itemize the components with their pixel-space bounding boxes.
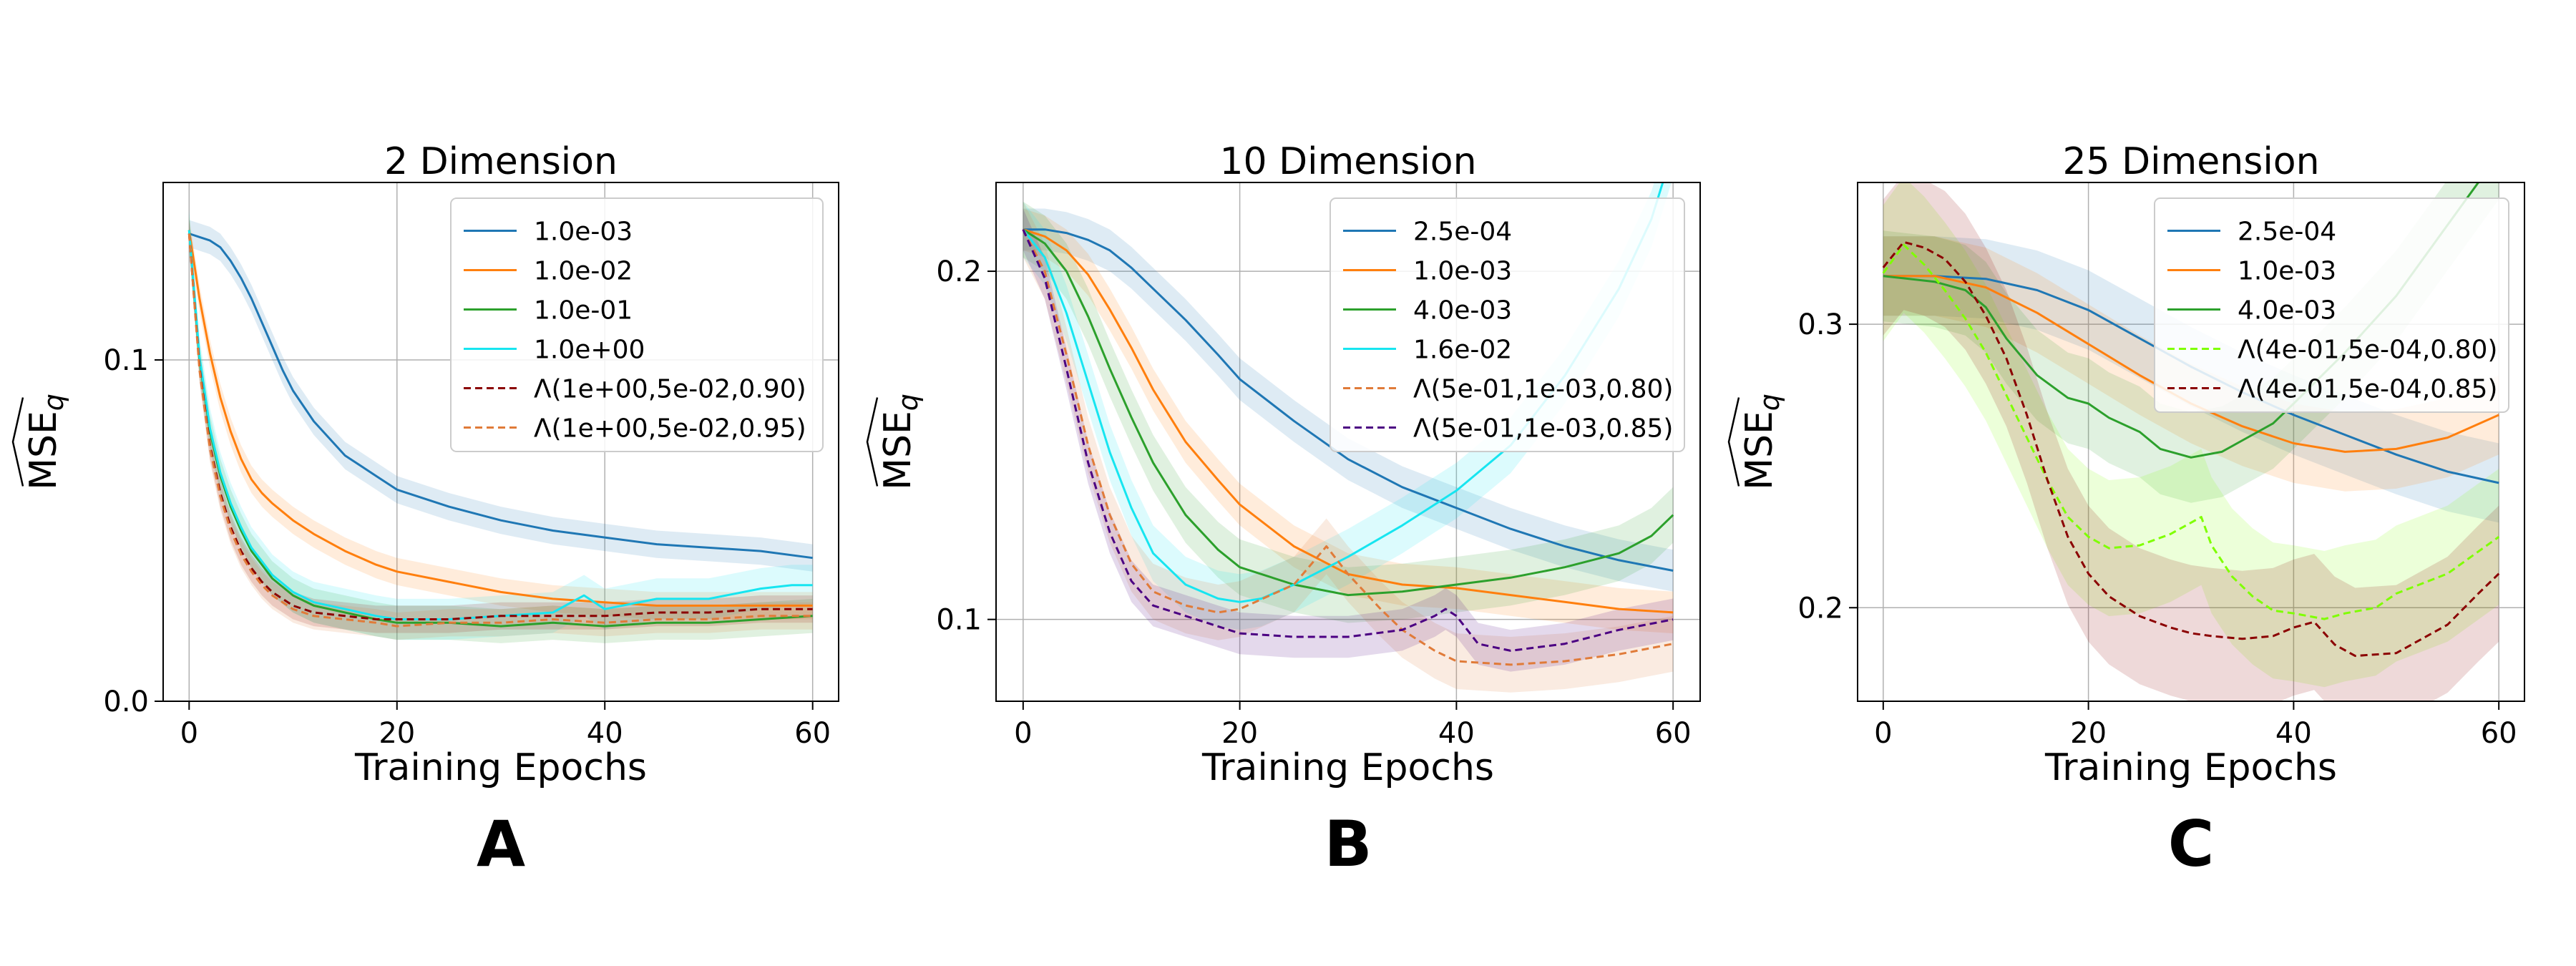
panel-b-xtick-label: 0 xyxy=(1014,717,1032,750)
panel-b-legend-label: 2.5e-04 xyxy=(1413,218,1512,247)
panel-c-title: 25 Dimension xyxy=(2062,140,2319,183)
panel-c-ylabel-sub: q xyxy=(1754,394,1785,411)
panel-a-legend-label: 1.0e-03 xyxy=(534,218,633,247)
panel-b-band-2 xyxy=(1023,201,1674,623)
panel-a-legend-label: Λ(1e+00,5e-02,0.95) xyxy=(534,414,806,444)
panel-a-legend: 1.0e-03 1.0e-02 1.0e-01 1.0e+00 Λ(1e+00,5e-0… xyxy=(450,197,824,452)
panel-b-frame xyxy=(995,182,1701,702)
panel-b-ylabel-sub: q xyxy=(892,394,924,411)
panel-a-xtick-label: 20 xyxy=(379,717,415,750)
panel-a-letter: A xyxy=(477,807,525,881)
panel-c-legend-box xyxy=(2154,197,2509,413)
svg-text:MSEq: MSEq xyxy=(877,394,924,490)
panel-a-band-3 xyxy=(189,210,813,640)
panel-c: 0 20 40 60 0.2 0.3 25 Dimension Training Epoc… xyxy=(1727,140,2525,881)
panel-c-legend-label: 2.5e-04 xyxy=(2238,218,2336,247)
panel-b-legend: 2.5e-04 1.0e-03 4.0e-03 1.6e-02 Λ(5e-01,1e-0… xyxy=(1330,197,1685,452)
panel-a-frame xyxy=(162,182,839,702)
panel-c-xtick-label: 20 xyxy=(2070,717,2107,750)
panel-c-band-1 xyxy=(1883,236,2499,492)
panel-a-legend-box xyxy=(450,197,824,452)
panel-c-ytick-label: 0.2 xyxy=(1797,592,1843,625)
panel-a-xlabel: Training Epochs xyxy=(354,746,647,789)
panel-b-ylabel-main: MSE xyxy=(877,411,919,490)
panel-c-xtick-label: 60 xyxy=(2481,717,2517,750)
panel-c-letter: C xyxy=(2168,807,2215,881)
panel-b-letter: B xyxy=(1324,807,1372,881)
panel-b-ytick-label: 0.2 xyxy=(936,255,982,288)
panel-b-ytick-label: 0.1 xyxy=(936,604,982,637)
panel-a-series-line-5 xyxy=(187,233,813,628)
panel-b-legend-label: 4.0e-03 xyxy=(1413,296,1512,326)
panel-a-series-line-0 xyxy=(188,233,813,560)
panel-a-series-line-2 xyxy=(187,230,813,628)
panel-c-legend-label: Λ(4e-01,5e-04,0.85) xyxy=(2238,375,2497,404)
panel-c-series-line-4 xyxy=(1882,240,2500,658)
panel-a-series-line-3 xyxy=(187,230,813,620)
panel-b-xtick-label: 20 xyxy=(1221,717,1258,750)
panel-b-band-1 xyxy=(1023,208,1674,634)
panel-b-legend-label: Λ(5e-01,1e-03,0.85) xyxy=(1413,414,1673,444)
panel-c-legend-label: 4.0e-03 xyxy=(2238,296,2336,326)
panel-b-legend-label: 1.0e-03 xyxy=(1413,257,1512,286)
panel-a-legend-label: 1.0e-01 xyxy=(534,296,633,326)
panel-c-legend-label: 1.0e-03 xyxy=(2238,257,2336,286)
panel-c-series-line-3 xyxy=(1882,243,2500,620)
panel-b-ylabel: MSEq xyxy=(866,394,924,490)
panel-c-ylabel-main: MSE xyxy=(1738,411,1781,490)
panel-c-legend: 2.5e-04 1.0e-03 4.0e-03 Λ(4e-01,5e-04,0.80)… xyxy=(2154,197,2509,413)
panel-c-ticks: 0 20 40 60 0.2 0.3 xyxy=(1797,308,2517,750)
panel-c-xtick-label: 0 xyxy=(1874,717,1892,750)
panel-a-ylabel-main: MSE xyxy=(22,411,65,490)
panel-a-ylabel: MSEq xyxy=(11,394,69,490)
panel-a: 0 20 40 60 0.0 0.1 2 Dimension Training Epoch… xyxy=(11,140,839,881)
panel-b-title: 10 Dimension xyxy=(1219,140,1476,183)
panel-b-legend-label: 1.6e-02 xyxy=(1413,336,1512,365)
panel-b-band-5 xyxy=(1023,208,1674,672)
panel-a-ytick-label: 0.1 xyxy=(103,344,149,377)
panel-a-ticks: 0 20 40 60 0.0 0.1 xyxy=(103,344,831,750)
panel-b-series-line-1 xyxy=(1023,228,1674,614)
panel-a-ylabel-sub: q xyxy=(38,394,69,411)
panel-b-legend-label: Λ(5e-01,1e-03,0.80) xyxy=(1413,375,1673,404)
panel-c-ytick-label: 0.3 xyxy=(1797,308,1843,341)
panel-c-band-4 xyxy=(1883,182,2499,701)
panel-a-legend-label: 1.0e-02 xyxy=(534,257,633,286)
panel-b-xtick-label: 60 xyxy=(1655,717,1692,750)
panel-a-title: 2 Dimension xyxy=(384,140,618,183)
panel-c-frame xyxy=(1857,182,2525,702)
svg-text:MSEq: MSEq xyxy=(1738,394,1785,490)
panel-b-series-line-2 xyxy=(1022,228,1674,597)
panel-a-legend-label: Λ(1e+00,5e-02,0.90) xyxy=(534,375,806,404)
panel-b-series-line-5 xyxy=(1022,229,1674,652)
panel-a-lines xyxy=(187,230,813,628)
panel-b-series-line-0 xyxy=(1023,228,1674,572)
panel-c-xlabel: Training Epochs xyxy=(2044,746,2337,789)
panel-c-ylabel: MSEq xyxy=(1727,394,1785,490)
panel-a-xtick-label: 60 xyxy=(794,717,831,750)
panel-a-legend-label: 1.0e+00 xyxy=(534,336,645,365)
panel-a-xtick-label: 0 xyxy=(180,717,198,750)
panel-b-xtick-label: 40 xyxy=(1438,717,1475,750)
panel-c-band-3 xyxy=(1883,182,2499,688)
svg-text:MSEq: MSEq xyxy=(22,394,69,490)
panel-a-bands xyxy=(189,210,813,643)
panel-b-legend-box xyxy=(1330,197,1685,452)
panel-c-legend-label: Λ(4e-01,5e-04,0.80) xyxy=(2238,336,2497,365)
panel-b-xlabel: Training Epochs xyxy=(1201,746,1494,789)
panel-b-band-0 xyxy=(1023,208,1674,592)
panel-a-ytick-label: 0.0 xyxy=(103,686,149,718)
panel-c-xtick-label: 40 xyxy=(2275,717,2312,750)
panel-a-xtick-label: 40 xyxy=(587,717,623,750)
panel-b-ticks: 0 20 40 60 0.1 0.2 xyxy=(936,255,1691,750)
panel-b: 0 20 40 60 0.1 0.2 10 Dimension Training Epoc… xyxy=(866,140,1701,881)
